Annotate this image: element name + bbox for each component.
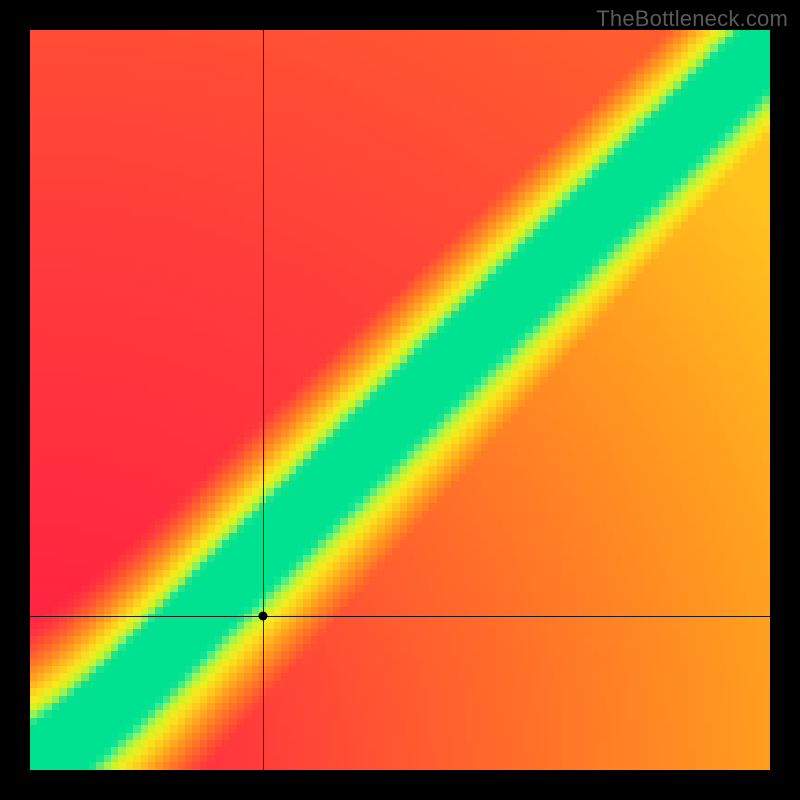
chart-container: TheBottleneck.com — [0, 0, 800, 800]
marker-point — [259, 612, 268, 621]
bottleneck-heatmap — [30, 30, 770, 770]
watermark-text: TheBottleneck.com — [596, 6, 788, 32]
